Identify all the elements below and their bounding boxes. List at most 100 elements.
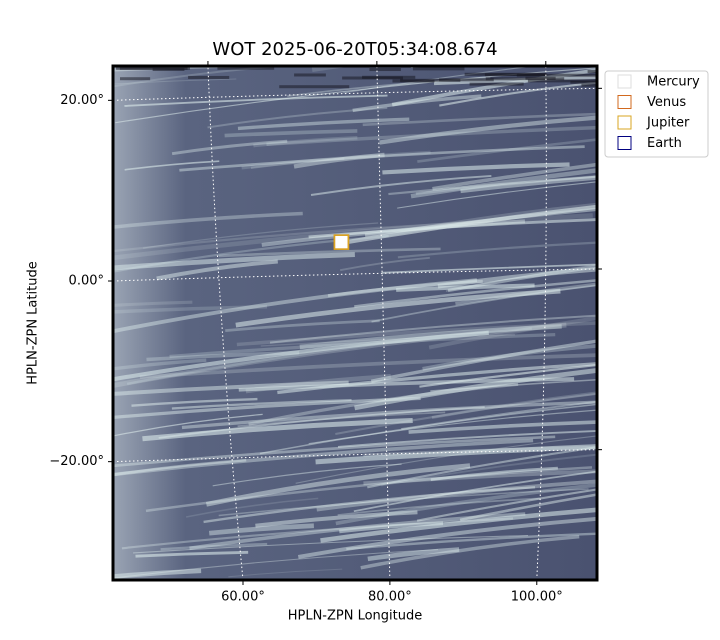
streak [142,222,379,249]
streak [316,479,597,512]
streak [362,112,597,127]
streak [124,94,388,107]
streak [447,264,597,293]
streak [370,339,597,383]
legend-label: Venus [647,95,686,110]
x-tick-label: 60.00° [221,590,265,605]
streak [397,181,597,209]
streak [419,363,597,388]
grid-line [376,66,391,580]
legend-label: Jupiter [646,116,690,131]
streak [297,516,597,559]
dark-speckle [469,82,524,86]
streak [353,470,597,513]
grid [113,66,597,580]
dark-speckle [188,75,230,79]
streak [382,162,570,175]
streak [113,438,534,477]
streak [212,463,402,487]
streak [260,334,515,347]
streak [310,174,492,196]
streak [113,458,247,477]
streak [428,315,597,350]
dark-speckle [217,66,275,70]
dark-speckle [485,77,565,81]
streak [135,550,249,558]
streak [346,532,597,551]
streak [388,175,597,196]
legend-swatch [617,95,632,109]
streak [401,400,597,430]
legend: Mercury Venus Jupiter Earth [604,70,709,158]
streak [337,429,597,448]
dark-speckle [279,85,350,89]
streak [408,420,597,434]
streak [238,377,575,392]
streak [113,358,207,371]
streak [459,493,597,522]
streak [379,115,597,145]
dark-speckle [400,78,461,82]
streak [113,396,421,420]
streak [113,78,237,85]
streak [432,162,597,191]
streak [266,125,597,147]
streak [299,324,562,350]
dark-speckle [369,68,401,72]
markers [333,234,350,250]
streak [335,483,597,526]
streak [189,512,526,550]
streak [113,305,268,314]
streak [113,278,478,333]
grid-line [536,66,547,580]
streak [113,435,556,468]
x-tick-label: 80.00° [368,590,412,605]
plot-frame [111,64,599,582]
streak [367,547,460,562]
streak [113,234,389,273]
streak [396,283,535,292]
planet-marker [333,234,350,250]
streak [121,517,514,550]
streak [415,175,597,195]
streak [113,220,494,253]
streak [115,67,597,124]
streak [327,279,483,298]
legend-label: Earth [647,136,682,151]
streak [433,75,597,86]
streak [171,398,352,410]
streak [185,497,319,518]
dark-speckle [294,73,326,77]
dark-speckle [527,79,597,83]
legend-label: Mercury [647,75,700,90]
streak [437,267,597,289]
streak [337,497,540,516]
dark-speckle [587,70,597,74]
streak [113,413,263,437]
dark-speckle [342,76,403,80]
streak [160,542,268,551]
streak [113,300,193,307]
streak [253,136,358,148]
streak [208,523,314,536]
streak [250,157,345,170]
streak [259,403,597,455]
y-axis-label: HPLN-ZPN Latitude [26,261,41,384]
streak [124,160,220,171]
x-tick-label: 100.00° [511,590,563,605]
streak [416,488,597,522]
dark-speckle [464,72,546,76]
streak [171,139,288,156]
dark-speckle [120,77,151,81]
streak [381,263,597,274]
streak [113,252,355,271]
dark-speckle [570,80,597,84]
dark-speckle [439,78,494,82]
streak [133,535,529,554]
image-background [113,66,597,580]
streak [417,138,597,163]
streak [158,406,485,439]
streak [343,66,539,94]
grid-line [207,66,244,580]
